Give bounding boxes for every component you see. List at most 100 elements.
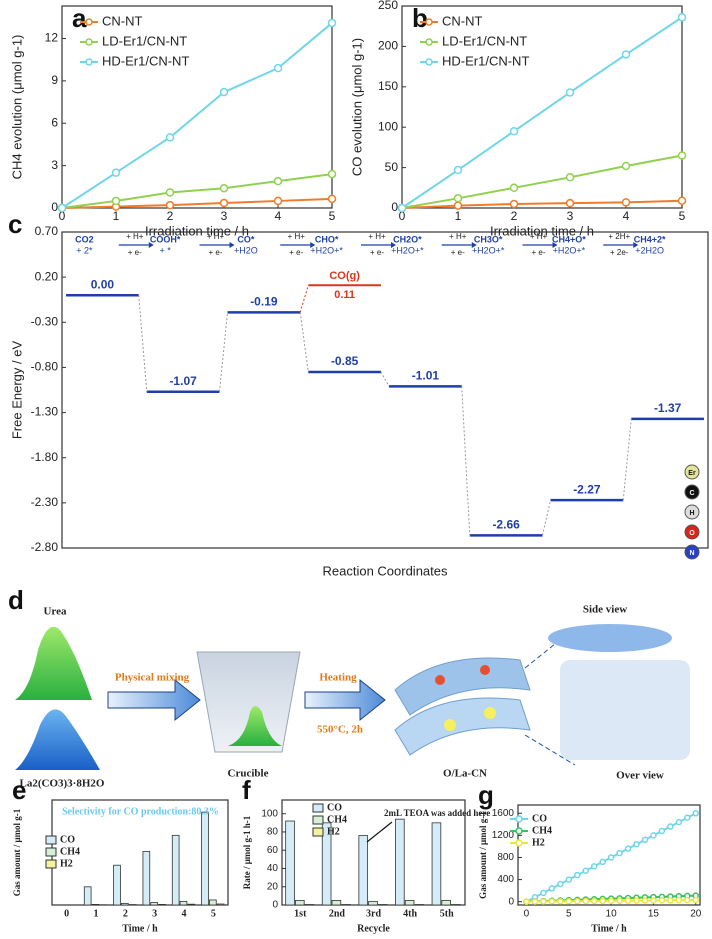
atom bbox=[480, 665, 490, 675]
data-point bbox=[219, 198, 229, 208]
label: Crucible bbox=[228, 768, 269, 780]
data-point bbox=[582, 897, 589, 905]
data-point bbox=[599, 858, 606, 866]
bar bbox=[431, 822, 442, 906]
data-point bbox=[675, 896, 683, 904]
data-point bbox=[675, 818, 683, 826]
x-axis-label: Time / h bbox=[122, 923, 158, 934]
x-tick-label: 5 bbox=[679, 209, 686, 223]
value-label: -1.01 bbox=[412, 369, 440, 383]
atom-label: C bbox=[689, 490, 694, 497]
data-point bbox=[557, 880, 564, 888]
label: 550°C, 2h bbox=[317, 724, 363, 736]
data-point bbox=[658, 827, 666, 835]
x-tick-label: 15 bbox=[648, 909, 660, 920]
x-tick-label: 10 bbox=[606, 909, 618, 920]
data-point bbox=[165, 188, 175, 197]
data-point bbox=[621, 50, 631, 59]
data-point bbox=[453, 194, 463, 203]
connector bbox=[461, 386, 471, 536]
arrow-label: + e- bbox=[289, 248, 303, 257]
data-point bbox=[165, 133, 175, 142]
arrow-label: + e- bbox=[128, 248, 142, 257]
data-point bbox=[658, 897, 666, 904]
x-tick-label: 20 bbox=[690, 909, 702, 920]
y-tick-label: 200 bbox=[378, 39, 398, 53]
step-label: CHO* bbox=[315, 234, 339, 244]
data-point bbox=[582, 867, 589, 874]
data-point bbox=[111, 196, 121, 206]
data-point bbox=[565, 88, 575, 97]
leader bbox=[524, 734, 576, 766]
data-point bbox=[650, 897, 657, 904]
x-tick-label: 4th bbox=[403, 908, 417, 919]
step-label: + 2* bbox=[76, 245, 93, 255]
y-axis-label: CO evolution (μmol g-1) bbox=[349, 38, 364, 176]
data-point bbox=[684, 896, 691, 904]
y-tick-label: 40 bbox=[267, 863, 279, 874]
atom-swatch bbox=[684, 484, 700, 500]
plot-frame bbox=[517, 804, 701, 906]
label: Physical mixing bbox=[115, 672, 190, 684]
atom-swatch bbox=[684, 544, 700, 560]
data-point bbox=[692, 896, 700, 904]
data-point bbox=[599, 897, 606, 905]
plot-frame bbox=[61, 5, 333, 209]
legend-marker bbox=[85, 18, 93, 26]
step-label: +H2O+* bbox=[391, 245, 424, 255]
arrow bbox=[304, 678, 386, 722]
x-tick-label: 0 bbox=[59, 209, 66, 223]
legend-marker bbox=[425, 18, 433, 26]
data-point bbox=[667, 897, 674, 904]
data-point bbox=[509, 199, 519, 209]
y-axis-label: Free Energy / eV bbox=[9, 341, 24, 440]
data-point bbox=[633, 840, 640, 848]
data-point bbox=[684, 814, 691, 821]
step-label: +H2O bbox=[234, 245, 258, 255]
arrow-label: + H+ bbox=[126, 232, 144, 241]
data-point bbox=[565, 198, 575, 208]
connector bbox=[622, 418, 632, 501]
bar bbox=[368, 900, 378, 906]
arrow-label: + H+ bbox=[449, 232, 467, 241]
atom-swatch bbox=[684, 504, 700, 520]
step-label: CO2 bbox=[75, 234, 94, 244]
x-axis-label: Time / h bbox=[591, 923, 627, 934]
x-axis-label: Reaction Coordinates bbox=[322, 563, 448, 578]
data-point bbox=[641, 836, 649, 844]
legend-label: H2 bbox=[327, 826, 340, 837]
legend-label: CH4 bbox=[327, 814, 347, 825]
annotation: Selectivity for CO production:80.3% bbox=[62, 806, 219, 817]
label: Urea bbox=[43, 606, 67, 618]
label: Heating bbox=[319, 672, 357, 684]
step-label: CO* bbox=[237, 234, 255, 244]
sheet bbox=[394, 697, 531, 756]
bar bbox=[404, 900, 415, 906]
legend-marker bbox=[425, 58, 433, 66]
y-tick-label: 150 bbox=[378, 79, 398, 93]
data-point bbox=[590, 897, 598, 905]
y-tick-label: -2.80 bbox=[31, 540, 59, 554]
label: O/La-CN bbox=[443, 768, 487, 780]
panel-label: c bbox=[8, 209, 22, 239]
data-point bbox=[273, 196, 283, 206]
y-tick-label: 20 bbox=[267, 881, 279, 892]
y-tick-label: 250 bbox=[378, 0, 398, 12]
bar bbox=[321, 822, 332, 906]
data-point bbox=[453, 165, 463, 175]
data-point bbox=[523, 898, 530, 905]
data-point bbox=[327, 18, 337, 28]
data-point bbox=[540, 898, 547, 905]
data-point bbox=[219, 183, 229, 193]
x-tick-label: 1st bbox=[294, 908, 307, 919]
arrow-label: + e- bbox=[451, 248, 465, 257]
side-structure bbox=[548, 624, 672, 652]
y-tick-label: 0 bbox=[508, 896, 514, 907]
arrow-label: + e- bbox=[370, 248, 384, 257]
value-label: 0.00 bbox=[91, 277, 115, 291]
data-point bbox=[641, 897, 649, 904]
legend-swatch bbox=[312, 815, 324, 825]
connector bbox=[541, 500, 552, 536]
arrow bbox=[107, 678, 201, 722]
